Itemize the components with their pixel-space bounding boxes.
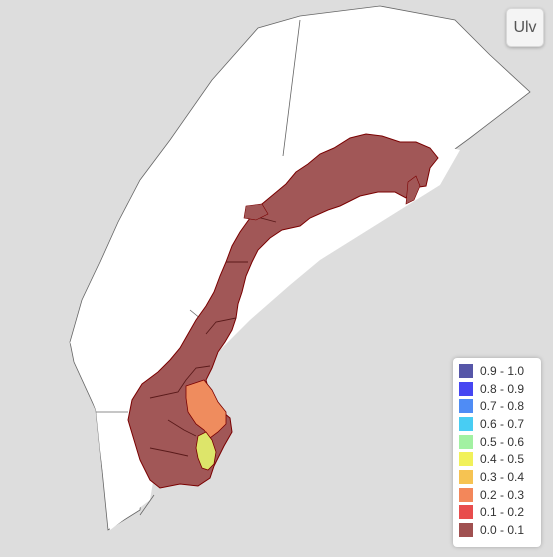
legend-label: 0.8 - 0.9 xyxy=(480,381,525,396)
zone-line-4 xyxy=(139,494,155,516)
legend-label: 0.4 - 0.5 xyxy=(480,452,525,467)
legend-swatch xyxy=(459,523,473,538)
species-layer-button[interactable]: Ulv xyxy=(506,8,544,47)
region-innlandet[interactable] xyxy=(185,379,227,439)
county-border-6 xyxy=(149,447,189,457)
legend-item: 0.4 - 0.5 xyxy=(459,450,541,468)
legend-swatch xyxy=(459,487,473,502)
county-border-3 xyxy=(205,317,237,335)
legend-swatch xyxy=(459,381,473,396)
legend-swatch xyxy=(459,505,473,520)
island-mid xyxy=(243,203,269,221)
legend-item: 0.6 - 0.7 xyxy=(459,415,541,433)
legend-swatch xyxy=(459,452,473,467)
legend-label: 0.2 - 0.3 xyxy=(480,487,525,502)
legend-swatch xyxy=(459,416,473,431)
legend-swatch xyxy=(459,399,473,414)
legend-swatch xyxy=(459,469,473,484)
legend-item: 0.0 - 0.1 xyxy=(459,521,541,539)
legend-item: 0.8 - 0.9 xyxy=(459,380,541,398)
legend-label: 0.1 - 0.2 xyxy=(480,505,525,520)
legend: 0.9 - 1.0 0.8 - 0.9 0.7 - 0.8 0.6 - 0.7 0.5 … xyxy=(453,358,541,547)
species-layer-label: Ulv xyxy=(513,18,537,36)
zone-line-1 xyxy=(282,19,301,157)
legend-label: 0.9 - 1.0 xyxy=(480,363,525,378)
legend-label: 0.3 - 0.4 xyxy=(480,469,525,484)
legend-label: 0.0 - 0.1 xyxy=(480,523,525,538)
legend-swatch xyxy=(459,434,473,449)
legend-item: 0.2 - 0.3 xyxy=(459,486,541,504)
legend-label: 0.6 - 0.7 xyxy=(480,416,525,431)
county-border-1 xyxy=(149,365,211,399)
legend-item: 0.1 - 0.2 xyxy=(459,504,541,522)
legend-label: 0.5 - 0.6 xyxy=(480,434,525,449)
legend-item: 0.5 - 0.6 xyxy=(459,433,541,451)
island-north xyxy=(405,175,421,205)
legend-label: 0.7 - 0.8 xyxy=(480,399,525,414)
legend-swatch xyxy=(459,363,473,378)
legend-item: 0.3 - 0.4 xyxy=(459,468,541,486)
legend-item: 0.7 - 0.8 xyxy=(459,397,541,415)
county-border-2 xyxy=(167,419,197,437)
region-viken-east[interactable] xyxy=(195,431,217,471)
legend-item: 0.9 - 1.0 xyxy=(459,362,541,380)
